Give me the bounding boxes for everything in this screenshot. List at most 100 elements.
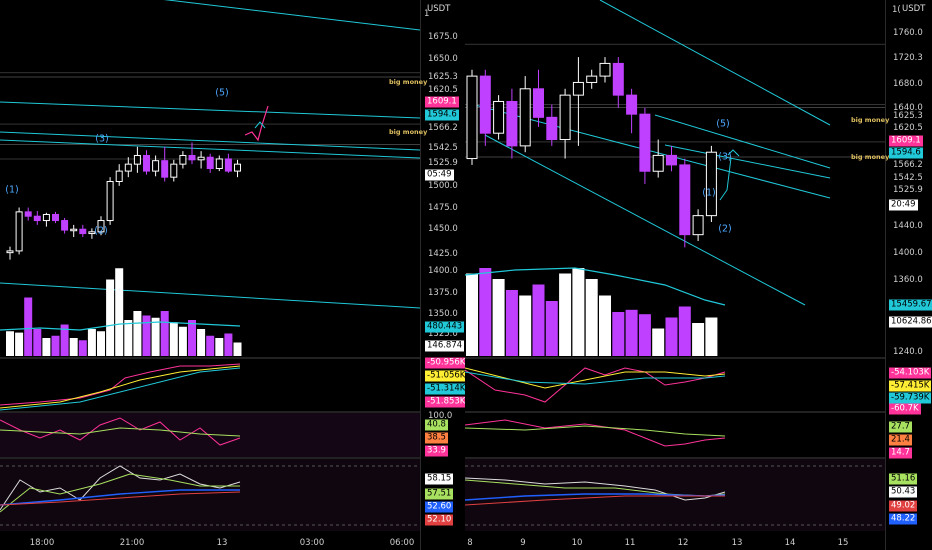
right-price-tick: 1680.0: [893, 79, 923, 89]
left-price-badge: 1609.1: [425, 96, 459, 108]
right-candle: [586, 75, 598, 83]
left-trend-line: [0, 282, 420, 309]
right-candle: [652, 154, 664, 172]
left-osc2-badge: 40.8: [425, 419, 448, 431]
right-candle: [572, 81, 584, 96]
left-volume-bar: [133, 311, 142, 356]
left-big-money-label: big money: [389, 78, 428, 86]
left-osc3-bg: [0, 459, 420, 531]
left-osc3-line: [0, 465, 241, 511]
right-osc3-badge: 48.22: [889, 513, 918, 525]
right-volume-ma-badge: 15459.672: [889, 299, 932, 311]
right-candle: [599, 62, 611, 77]
right-price-badge: 1594.6: [889, 147, 923, 159]
left-candle: [161, 160, 169, 178]
left-trend-line: [0, 131, 420, 151]
right-wave-label: (1): [702, 187, 716, 199]
left-price-tick: 1350.0: [428, 309, 458, 319]
left-volume-bar: [178, 326, 187, 356]
left-price-tick: 1620.5: [428, 85, 458, 95]
left-osc3-badge: 52.60: [425, 501, 454, 513]
left-volume-bar: [233, 342, 242, 356]
left-volume-bar: [6, 331, 14, 356]
left-volume-bar: [15, 332, 24, 356]
left-price-tick: 1650.0: [428, 54, 458, 64]
right-volume-bar: [652, 328, 665, 356]
right-countdown-badge: 20:49: [889, 199, 918, 211]
right-osc1-badge: -54.103K: [889, 367, 932, 379]
left-volume-bar: [51, 335, 60, 356]
right-chart-panel[interactable]: USDT 1( 1760.0 1720.3 1680.0 1640.0 1625.3 16…: [465, 0, 932, 550]
right-volume-bar: [545, 301, 558, 356]
right-volume-bar: [665, 317, 678, 356]
left-volume-ma-badge: 480.443: [425, 321, 465, 333]
right-volume-bar: [505, 290, 518, 356]
left-price-tick: 1375.0: [428, 288, 458, 298]
left-osc2-line: [0, 417, 241, 446]
right-price-tick: 1240.0: [893, 347, 923, 357]
right-osc3-line: [465, 495, 725, 506]
right-time-label: 14: [784, 538, 796, 548]
left-volume-bar: [197, 329, 206, 356]
left-wave-label: (5): [215, 87, 229, 99]
left-wave-label: (3): [95, 133, 109, 145]
left-chart-canvas[interactable]: [0, 0, 420, 550]
right-chart-canvas[interactable]: [465, 0, 885, 550]
left-trend-line: [0, 139, 420, 159]
left-trend-line: [0, 101, 420, 119]
left-candle: [115, 170, 123, 183]
left-price-tick: 1325.0: [428, 329, 458, 339]
left-price-tick: 1566.2: [428, 123, 458, 133]
right-candle: [466, 75, 478, 160]
left-osc1-line: [0, 365, 241, 409]
right-volume-bar: [612, 312, 625, 356]
right-osc1-badge: -57.415K: [889, 380, 932, 392]
right-candle: [533, 88, 544, 118]
left-volume-bar: [151, 317, 160, 356]
left-chart-panel[interactable]: USDT 1 1675.0 1650.0 1625.3 1620.5 1566.2 154…: [0, 0, 468, 550]
left-candle: [170, 163, 178, 178]
right-candle: [679, 164, 691, 236]
right-candle: [493, 100, 505, 134]
right-top-digit: 1(: [892, 5, 901, 15]
left-osc3-badge: 58.15: [425, 473, 454, 485]
right-osc1-badge: -59.739K: [889, 392, 932, 404]
left-candle: [206, 156, 214, 169]
right-volume-bar: [572, 268, 585, 356]
left-volume-bar: [42, 338, 51, 356]
right-time-label: 12: [677, 538, 689, 548]
right-osc3-badge: 49.02: [889, 500, 918, 512]
right-time-label: 10: [571, 538, 583, 548]
right-trend-line: [654, 114, 831, 169]
left-candle: [188, 154, 196, 161]
right-unit-label: USDT: [902, 4, 926, 14]
right-candle: [639, 113, 651, 172]
left-candle: [24, 211, 32, 217]
right-osc2-badge: 27.7: [889, 421, 912, 433]
left-osc1-line: [0, 363, 241, 406]
right-osc1-line: [465, 371, 726, 385]
left-volume-bar: [206, 335, 215, 356]
left-time-label: 06:00: [389, 538, 415, 548]
right-candle: [705, 151, 717, 217]
right-candle: [546, 116, 558, 141]
right-trend-line: [599, 0, 831, 126]
right-candle: [506, 100, 518, 147]
left-volume-bar: [60, 324, 69, 356]
left-time-label: 18:00: [29, 538, 55, 548]
right-candle: [692, 215, 704, 236]
left-price-axis[interactable]: USDT 1: [420, 0, 465, 550]
left-candle: [15, 211, 23, 252]
left-candle: [215, 158, 223, 169]
right-volume-bar: [466, 273, 478, 356]
left-countdown-badge: 05:49: [425, 169, 454, 181]
left-osc1-line: [0, 367, 241, 411]
left-candle: [133, 154, 141, 165]
left-candle: [224, 158, 232, 172]
left-price-badge: 1594.6: [425, 109, 459, 121]
right-candle: [626, 94, 638, 115]
left-volume-bar: [115, 268, 124, 356]
left-candle: [33, 215, 41, 222]
right-trend-line: [484, 134, 806, 306]
right-volume-ma: [465, 267, 726, 306]
